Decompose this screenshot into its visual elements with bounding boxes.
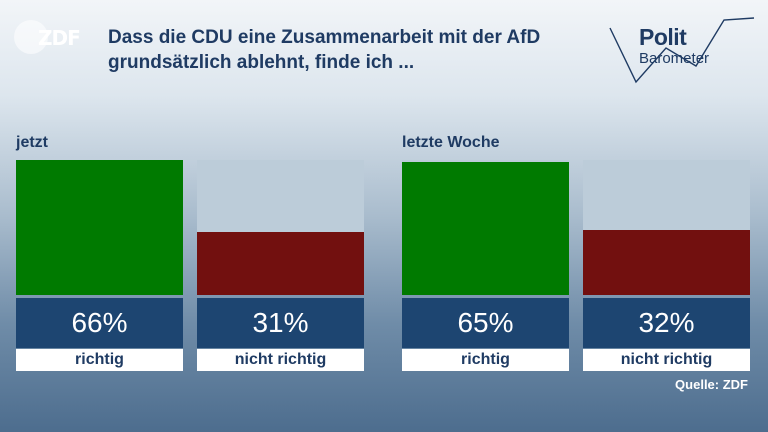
politbarometer-word-polit: Polit (639, 24, 687, 50)
bar-letzte-woche-richtig (402, 162, 569, 295)
bar-jetzt-richtig (16, 160, 183, 295)
zdf-logo-circle (14, 20, 48, 54)
politbarometer-zigzag-icon (609, 17, 755, 84)
value-label-letzte-woche-richtig: 65% (402, 298, 569, 348)
value-label-jetzt-nicht-richtig: 31% (197, 298, 364, 348)
group-label-jetzt: jetzt (16, 134, 48, 151)
category-label-jetzt-nicht-richtig: nicht richtig (197, 349, 364, 371)
bar-letzte-woche-nicht-richtig (583, 230, 750, 295)
politbarometer-word-barometer: Barometer (639, 50, 710, 67)
politbarometer-logo: Polit Barometer (606, 8, 756, 88)
source-label: Quelle: ZDF (675, 377, 748, 392)
value-label-jetzt-richtig: 66% (16, 298, 183, 348)
group-label-letzte-woche: letzte Woche (402, 134, 500, 151)
category-label-letzte-woche-richtig: richtig (402, 349, 569, 371)
category-label-jetzt-richtig: richtig (16, 349, 183, 371)
zdf-logo: ZDF (14, 20, 81, 54)
category-label-letzte-woche-nicht-richtig: nicht richtig (583, 349, 750, 371)
chart-title: Dass die CDU eine Zusammenarbeit mit der… (108, 27, 541, 73)
bar-jetzt-nicht-richtig (197, 232, 364, 295)
zdf-logo-text: ZDF (38, 26, 81, 50)
value-label-letzte-woche-nicht-richtig: 32% (583, 298, 750, 348)
